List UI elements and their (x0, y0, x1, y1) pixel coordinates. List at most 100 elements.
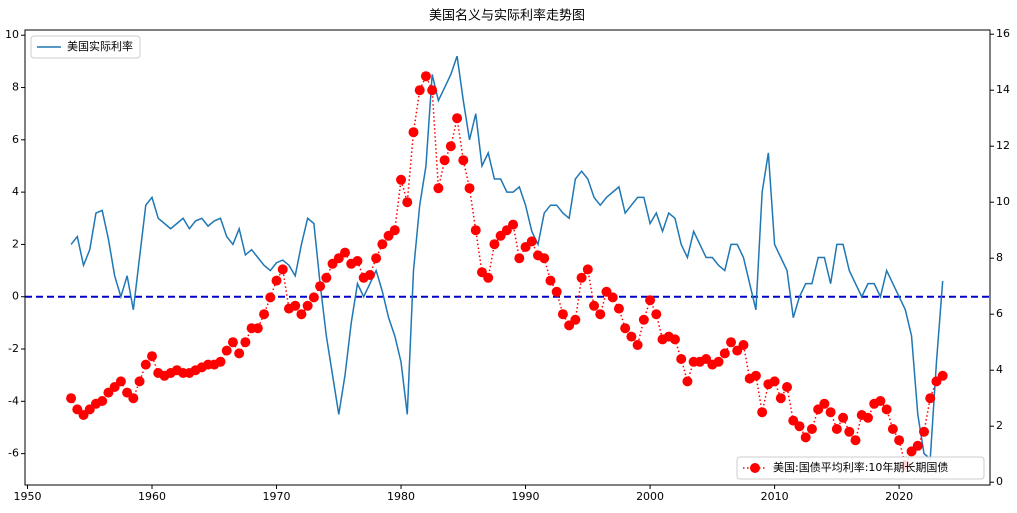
series-point (396, 174, 407, 185)
series-point (140, 359, 151, 370)
y-tick-label: 8 (12, 81, 19, 94)
series-point (277, 264, 288, 275)
series-point (371, 253, 382, 264)
series-point (389, 225, 400, 236)
plot-area (25, 55, 990, 471)
series-point (458, 155, 469, 166)
series-point (427, 85, 438, 96)
series-point (464, 183, 475, 194)
y-tick-label: 0 (12, 290, 19, 303)
series-point (626, 331, 637, 342)
series-point (769, 376, 780, 387)
legend-marker (750, 463, 760, 473)
y2-tick-label: 0 (996, 475, 1003, 488)
series-point (589, 300, 600, 311)
y-tick-label: 4 (12, 185, 19, 198)
series-point (794, 421, 805, 432)
y2-tick-label: 4 (996, 363, 1003, 376)
series-point (669, 334, 680, 345)
series-point (726, 337, 737, 348)
series-point (128, 393, 139, 404)
series-point (862, 412, 873, 423)
series-point (645, 295, 656, 306)
series-point (838, 412, 849, 423)
series-point (825, 407, 836, 418)
series-point (738, 340, 749, 350)
series-point (483, 272, 494, 283)
series-point (470, 225, 481, 236)
series-point (377, 239, 388, 250)
y-tick-label: 10 (5, 28, 19, 41)
x-tick-label: 1980 (387, 490, 415, 503)
series-point (321, 272, 332, 283)
series-point (115, 376, 126, 387)
series-point (420, 71, 431, 82)
series-point (682, 376, 693, 387)
series-point (887, 424, 898, 434)
series-point (452, 113, 463, 124)
series-point (844, 426, 855, 437)
series-point (638, 314, 649, 325)
series-point (308, 292, 319, 303)
series-point (912, 440, 923, 451)
y-tick-label: 6 (12, 133, 19, 146)
series-point (514, 253, 525, 264)
series-point (221, 345, 232, 356)
series-point (831, 424, 842, 434)
series-point (402, 197, 413, 208)
series-line (70, 55, 944, 461)
series-point (632, 340, 643, 350)
series-point (620, 323, 631, 334)
series-point (775, 393, 786, 404)
series-point (651, 309, 662, 320)
series-point (234, 348, 245, 359)
series-point (66, 393, 77, 404)
series-point (919, 426, 930, 437)
x-tick-label: 2000 (636, 490, 664, 503)
y-tick-label: 2 (12, 237, 19, 250)
y2-tick-label: 14 (996, 83, 1010, 96)
series-point (750, 370, 761, 381)
series-point (595, 309, 606, 320)
series-point (364, 270, 375, 280)
legend-label: 美国实际利率 (67, 39, 133, 53)
y-tick-label: -6 (8, 447, 19, 460)
y2-tick-label: 2 (996, 419, 1003, 432)
y-tick-label: -2 (8, 342, 19, 355)
x-tick-label: 1950 (13, 490, 41, 503)
series-point (875, 396, 886, 406)
series-point (352, 256, 363, 266)
series-point (551, 286, 562, 297)
series-point (433, 183, 444, 194)
plot-frame (24, 29, 991, 486)
y2-tick-label: 8 (996, 251, 1003, 264)
series-point (508, 219, 519, 230)
series-point (613, 303, 624, 314)
series-point (215, 356, 226, 367)
series-point (539, 253, 550, 264)
series-line (70, 74, 944, 468)
series-point (439, 155, 450, 166)
series-point (576, 272, 587, 283)
series-point (489, 239, 500, 250)
series-point (800, 432, 811, 443)
x-tick-label: 2010 (761, 490, 789, 503)
series-point (582, 264, 593, 275)
y2-tick-label: 6 (996, 307, 1003, 320)
x-tick-label: 1990 (512, 490, 540, 503)
series-point (147, 351, 158, 362)
series-point (570, 314, 581, 325)
series-point (782, 382, 793, 392)
series-point (607, 292, 618, 303)
legend-label: 美国:国债平均利率:10年期长期国债 (773, 460, 948, 474)
series-point (526, 236, 537, 247)
series-point (894, 435, 905, 446)
series-point (881, 404, 892, 415)
series-point (259, 309, 270, 320)
y-tick-label: -4 (8, 394, 19, 407)
series-point (806, 424, 817, 434)
series-point (315, 281, 326, 292)
series-point (408, 127, 419, 138)
series-point (97, 396, 108, 406)
series-point (265, 292, 276, 303)
